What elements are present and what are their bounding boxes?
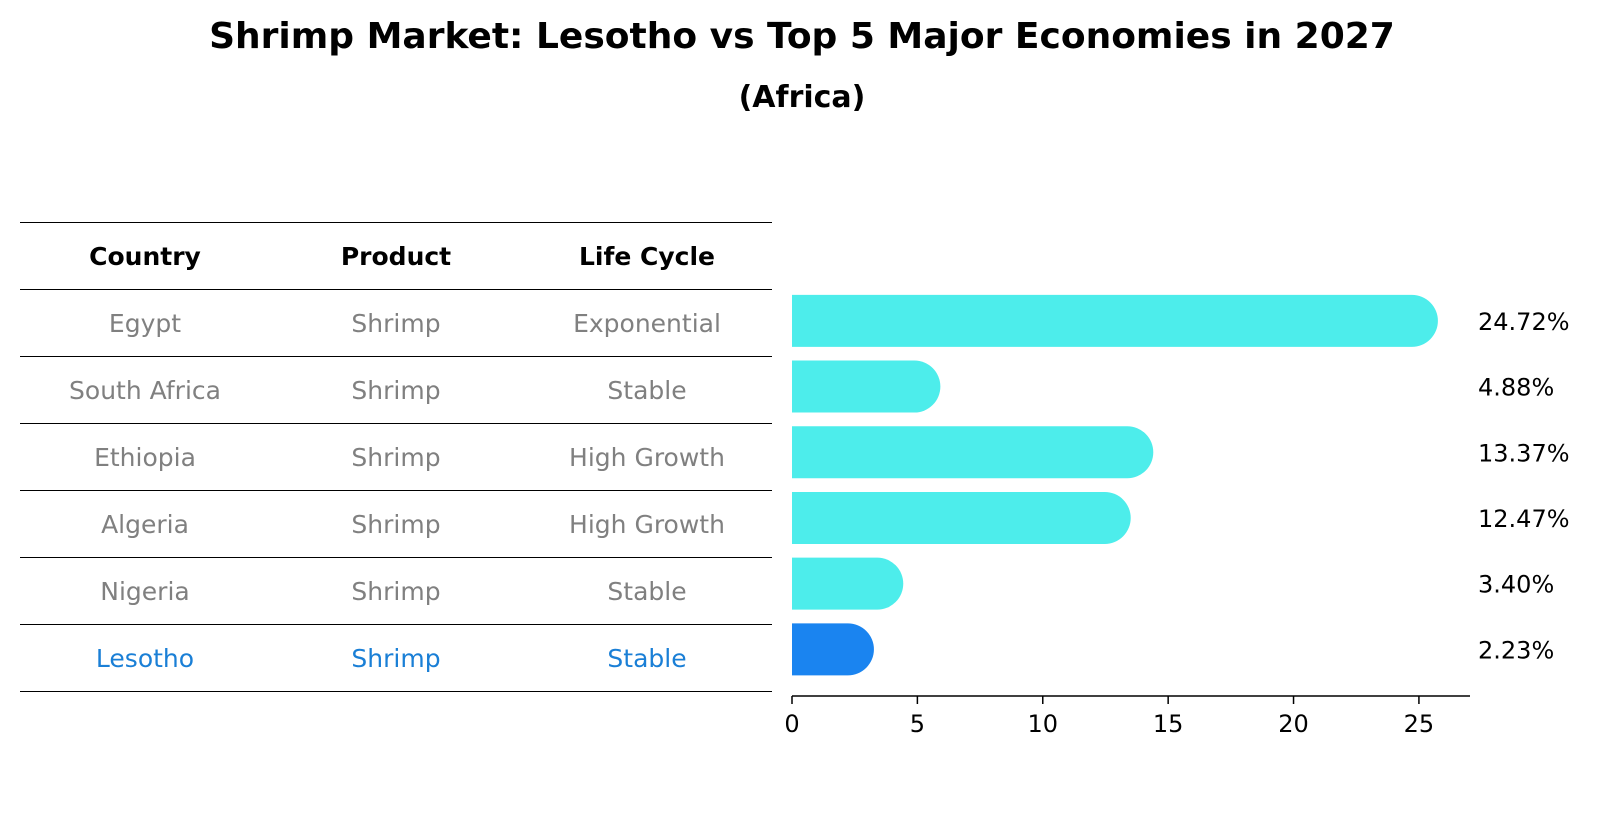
life-cycle-cell: Stable xyxy=(607,576,687,606)
country-cell: Lesotho xyxy=(95,643,195,673)
table-row: Ethiopia Shrimp High Growth xyxy=(20,424,772,491)
value-labels-group: 24.72% 4.88% 13.37% 12.47% 3.40% 2.23% xyxy=(1478,308,1570,664)
bar-ethiopia xyxy=(792,426,1154,479)
country-cell: Egypt xyxy=(108,308,182,338)
x-tick-label: 15 xyxy=(1153,710,1184,738)
table-row: Algeria Shrimp High Growth xyxy=(20,491,772,558)
bar-south-africa xyxy=(792,360,941,413)
table-header-row: Country Product Life Cycle xyxy=(20,222,772,290)
product-cell: Shrimp xyxy=(351,643,441,673)
table-row: Nigeria Shrimp Stable xyxy=(20,558,772,625)
product-cell: Shrimp xyxy=(351,375,441,405)
header-life-cycle: Life Cycle xyxy=(578,241,716,271)
data-table: Country Product Life Cycle Egypt Shrimp … xyxy=(20,222,772,692)
country-cell: South Africa xyxy=(69,375,221,405)
x-tick-label: 0 xyxy=(784,710,799,738)
life-cycle-cell: Stable xyxy=(607,375,687,405)
value-label: 13.37% xyxy=(1478,439,1570,467)
product-cell: Shrimp xyxy=(351,308,441,338)
x-tick-label: 10 xyxy=(1027,710,1058,738)
country-cell: Algeria xyxy=(101,509,189,539)
life-cycle-cell: Exponential xyxy=(573,308,721,338)
life-cycle-cell: High Growth xyxy=(569,442,725,472)
x-axis: 0 5 10 15 20 25 xyxy=(784,695,1470,738)
value-label: 2.23% xyxy=(1478,636,1554,664)
bar-lesotho xyxy=(792,623,874,676)
product-cell: Shrimp xyxy=(351,576,441,606)
value-label: 24.72% xyxy=(1478,308,1570,336)
bar-algeria xyxy=(792,491,1131,544)
table-row-highlighted: Lesotho Shrimp Stable xyxy=(20,625,772,692)
table-row: South Africa Shrimp Stable xyxy=(20,357,772,424)
country-cell: Ethiopia xyxy=(94,442,196,472)
chart-subtitle: (Africa) xyxy=(738,80,866,115)
x-tick-label: 5 xyxy=(910,710,925,738)
table-row: Egypt Shrimp Exponential xyxy=(20,290,772,357)
bars-group xyxy=(792,294,1438,676)
x-tick-label: 20 xyxy=(1278,710,1309,738)
life-cycle-cell: Stable xyxy=(607,643,687,673)
chart-title: Shrimp Market: Lesotho vs Top 5 Major Ec… xyxy=(209,16,1395,57)
product-cell: Shrimp xyxy=(351,442,441,472)
bar-nigeria xyxy=(792,557,904,610)
header-product: Product xyxy=(340,241,452,271)
life-cycle-cell: High Growth xyxy=(569,509,725,539)
value-label: 4.88% xyxy=(1478,374,1554,402)
product-cell: Shrimp xyxy=(351,509,441,539)
value-label: 12.47% xyxy=(1478,505,1570,533)
bar-egypt xyxy=(792,294,1438,347)
country-cell: Nigeria xyxy=(100,576,190,606)
x-tick-label: 25 xyxy=(1404,710,1435,738)
value-label: 3.40% xyxy=(1478,571,1554,599)
header-country: Country xyxy=(89,241,201,271)
